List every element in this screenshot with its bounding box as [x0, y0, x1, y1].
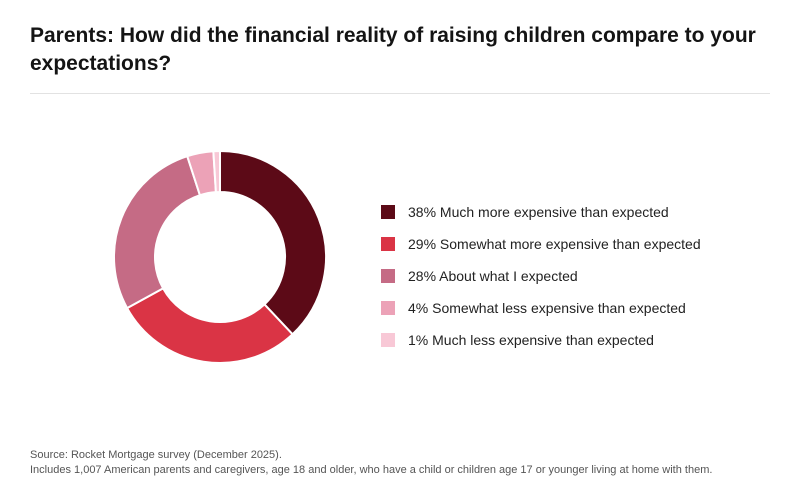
legend: 38% Much more expensive than expected 29%… — [381, 196, 701, 356]
legend-item: 38% Much more expensive than expected — [381, 196, 701, 228]
legend-swatch — [381, 301, 395, 315]
legend-item: 4% Somewhat less expensive than expected — [381, 292, 701, 324]
legend-label: 4% Somewhat less expensive than expected — [408, 300, 686, 316]
donut-slice-5 — [212, 149, 221, 194]
legend-item: 28% About what I expected — [381, 260, 701, 292]
footer: Source: Rocket Mortgage survey (December… — [30, 448, 712, 478]
divider — [30, 93, 770, 94]
legend-label: 38% Much more expensive than expected — [408, 204, 669, 220]
sample-note: Includes 1,007 American parents and care… — [30, 464, 713, 476]
legend-label: 28% About what I expected — [408, 268, 578, 284]
legend-swatch — [381, 333, 395, 347]
donut-slice-3 — [113, 154, 202, 310]
legend-swatch — [381, 205, 395, 219]
legend-item: 1% Much less expensive than expected — [381, 324, 701, 356]
legend-item: 29% Somewhat more expensive than expecte… — [381, 228, 701, 260]
legend-label: 29% Somewhat more expensive than expecte… — [408, 236, 701, 252]
source-note: Source: Rocket Mortgage survey (December… — [30, 449, 282, 461]
donut-slice-1 — [219, 149, 327, 336]
donut-slice-2 — [125, 286, 294, 364]
legend-label: 1% Much less expensive than expected — [408, 332, 654, 348]
legend-swatch — [381, 237, 395, 251]
legend-swatch — [381, 269, 395, 283]
chart-title: Parents: How did the financial reality o… — [30, 24, 756, 75]
